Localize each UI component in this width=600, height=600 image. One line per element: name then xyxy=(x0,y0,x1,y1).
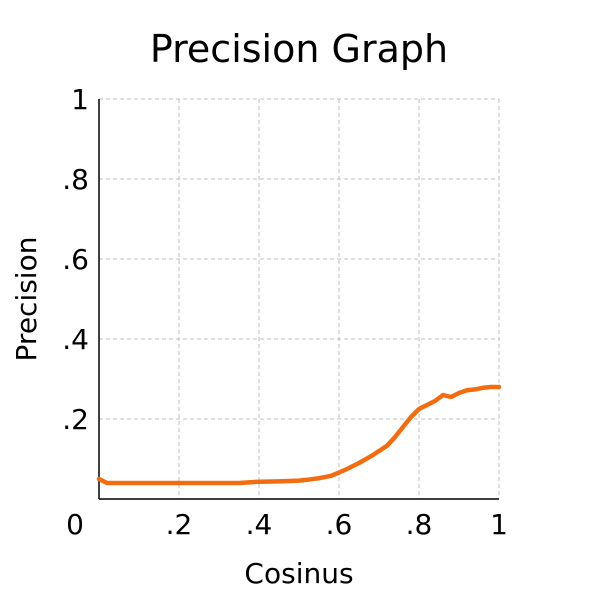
x-axis-label: Cosinus xyxy=(244,557,353,590)
y-tick-label: .4 xyxy=(62,323,89,356)
x-tick-label: 0 xyxy=(66,508,84,541)
y-tick-label: .8 xyxy=(62,163,89,196)
x-tick-label: .2 xyxy=(166,508,193,541)
x-tick-label: .4 xyxy=(246,508,273,541)
series-lines xyxy=(96,384,502,486)
y-tick-label: .2 xyxy=(62,403,89,436)
axes xyxy=(98,99,499,500)
x-tick-label: 1 xyxy=(490,508,508,541)
x-tick-label: .6 xyxy=(326,508,353,541)
y-tick-label: .6 xyxy=(62,243,89,276)
series-line xyxy=(96,384,502,486)
tick-labels: 0 .2 .4 .6 .8 1 .2 .4 .6 .8 1 xyxy=(62,83,508,541)
chart-title: Precision Graph xyxy=(150,27,448,71)
grid-lines xyxy=(99,98,500,499)
y-axis-label: Precision xyxy=(10,237,43,362)
y-tick-label: 1 xyxy=(71,83,89,116)
x-tick-label: .8 xyxy=(406,508,433,541)
